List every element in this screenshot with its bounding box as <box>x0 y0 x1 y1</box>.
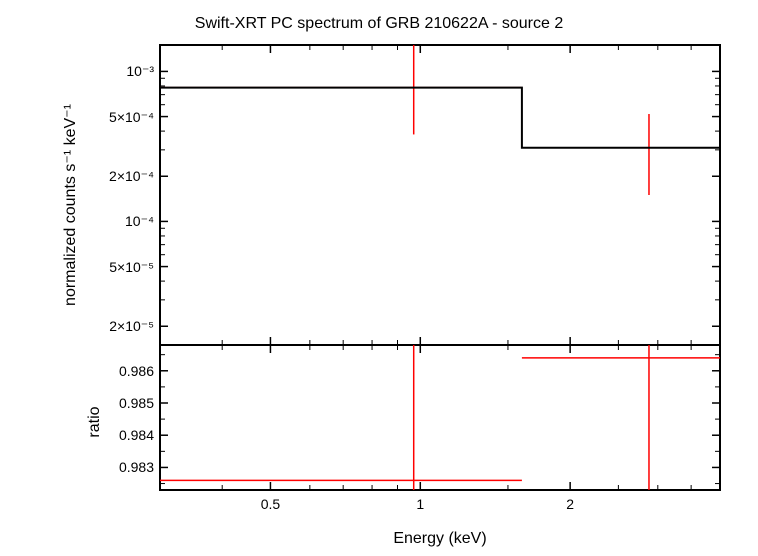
top-y-label: normalized counts s⁻¹ keV⁻¹ <box>60 80 80 330</box>
x-label: Energy (keV) <box>340 530 540 548</box>
y-tick-label: 0.985 <box>119 395 154 411</box>
y-tick-label: 2×10⁻⁴ <box>109 168 154 185</box>
y-tick-label: 0.983 <box>119 459 154 475</box>
y-tick-label: 0.986 <box>119 363 154 379</box>
y-tick-label: 0.984 <box>119 427 154 443</box>
y-tick-label: 10⁻³ <box>126 63 154 80</box>
x-tick-label: 2 <box>555 496 585 512</box>
chart-container: Swift-XRT PC spectrum of GRB 210622A - s… <box>0 0 758 556</box>
y-tick-label: 5×10⁻⁵ <box>109 259 154 276</box>
y-tick-label: 10⁻⁴ <box>125 213 154 230</box>
x-tick-label: 0.5 <box>255 496 285 512</box>
chart-svg <box>0 0 758 556</box>
x-tick-label: 1 <box>405 496 435 512</box>
bottom-y-label: ratio <box>86 392 104 452</box>
y-tick-label: 5×10⁻⁴ <box>109 109 154 126</box>
y-tick-label: 2×10⁻⁵ <box>109 318 154 335</box>
